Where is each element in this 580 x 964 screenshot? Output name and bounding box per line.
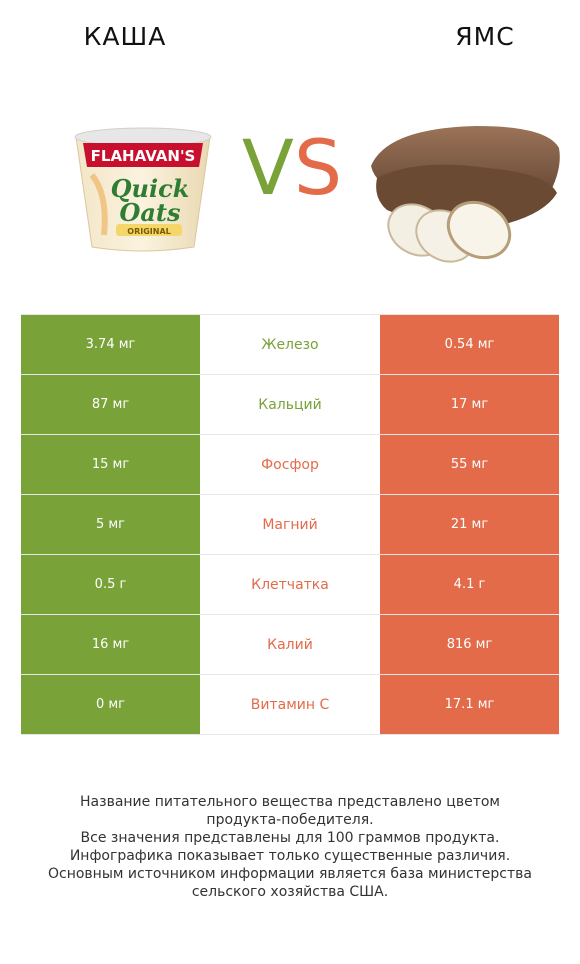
original-badge: ORIGINAL <box>127 227 170 236</box>
footer-line: Инфографика показывает только существенн… <box>69 848 511 864</box>
nutrient-name: Кальций <box>200 375 380 434</box>
yam-tuber-image <box>371 126 560 263</box>
table-row: 16 мг Калий 816 мг <box>21 615 559 675</box>
right-value: 21 мг <box>380 495 559 554</box>
footer-notes: Название питательного вещества представл… <box>15 793 565 901</box>
nutrient-name: Витамин C <box>200 675 380 734</box>
quick-oats-cup-image: FLAHAVAN'S Quick Oats ORIGINAL <box>74 127 212 252</box>
nutrient-comparison-table: 3.74 мг Железо 0.54 мг 87 мг Кальций 17 … <box>21 314 559 735</box>
footer-line: Название питательного вещества представл… <box>80 794 500 810</box>
right-value: 4.1 г <box>380 555 559 614</box>
quick-label: Quick <box>111 174 190 203</box>
right-value: 816 мг <box>380 615 559 674</box>
nutrient-name: Магний <box>200 495 380 554</box>
left-value: 0 мг <box>21 675 200 734</box>
right-product-title: ЯМС <box>455 22 515 51</box>
vs-right-letter: S <box>293 123 343 212</box>
left-value: 0.5 г <box>21 555 200 614</box>
footer-line: продукта-победителя. <box>206 812 374 828</box>
oats-label: Oats <box>119 198 181 227</box>
left-value: 15 мг <box>21 435 200 494</box>
table-row: 15 мг Фосфор 55 мг <box>21 435 559 495</box>
vs-label: VS <box>222 130 362 206</box>
footer-line: Основным источником информации является … <box>48 866 532 882</box>
nutrient-name: Калий <box>200 615 380 674</box>
left-product-title: КАША <box>83 22 167 51</box>
left-value: 87 мг <box>21 375 200 434</box>
table-row: 87 мг Кальций 17 мг <box>21 375 559 435</box>
nutrient-name: Железо <box>200 315 380 374</box>
right-value: 0.54 мг <box>380 315 559 374</box>
left-value: 5 мг <box>21 495 200 554</box>
left-value: 3.74 мг <box>21 315 200 374</box>
right-value: 17 мг <box>380 375 559 434</box>
left-value: 16 мг <box>21 615 200 674</box>
vs-left-letter: V <box>241 123 294 212</box>
table-row: 0 мг Витамин C 17.1 мг <box>21 675 559 735</box>
right-value: 55 мг <box>380 435 559 494</box>
footer-line: сельского хозяйства США. <box>191 884 389 900</box>
table-row: 5 мг Магний 21 мг <box>21 495 559 555</box>
footer-line: Все значения представлены для 100 граммо… <box>80 830 500 846</box>
brand-label: FLAHAVAN'S <box>91 147 196 165</box>
table-row: 3.74 мг Железо 0.54 мг <box>21 315 559 375</box>
table-row: 0.5 г Клетчатка 4.1 г <box>21 555 559 615</box>
right-value: 17.1 мг <box>380 675 559 734</box>
nutrient-name: Клетчатка <box>200 555 380 614</box>
nutrient-name: Фосфор <box>200 435 380 494</box>
